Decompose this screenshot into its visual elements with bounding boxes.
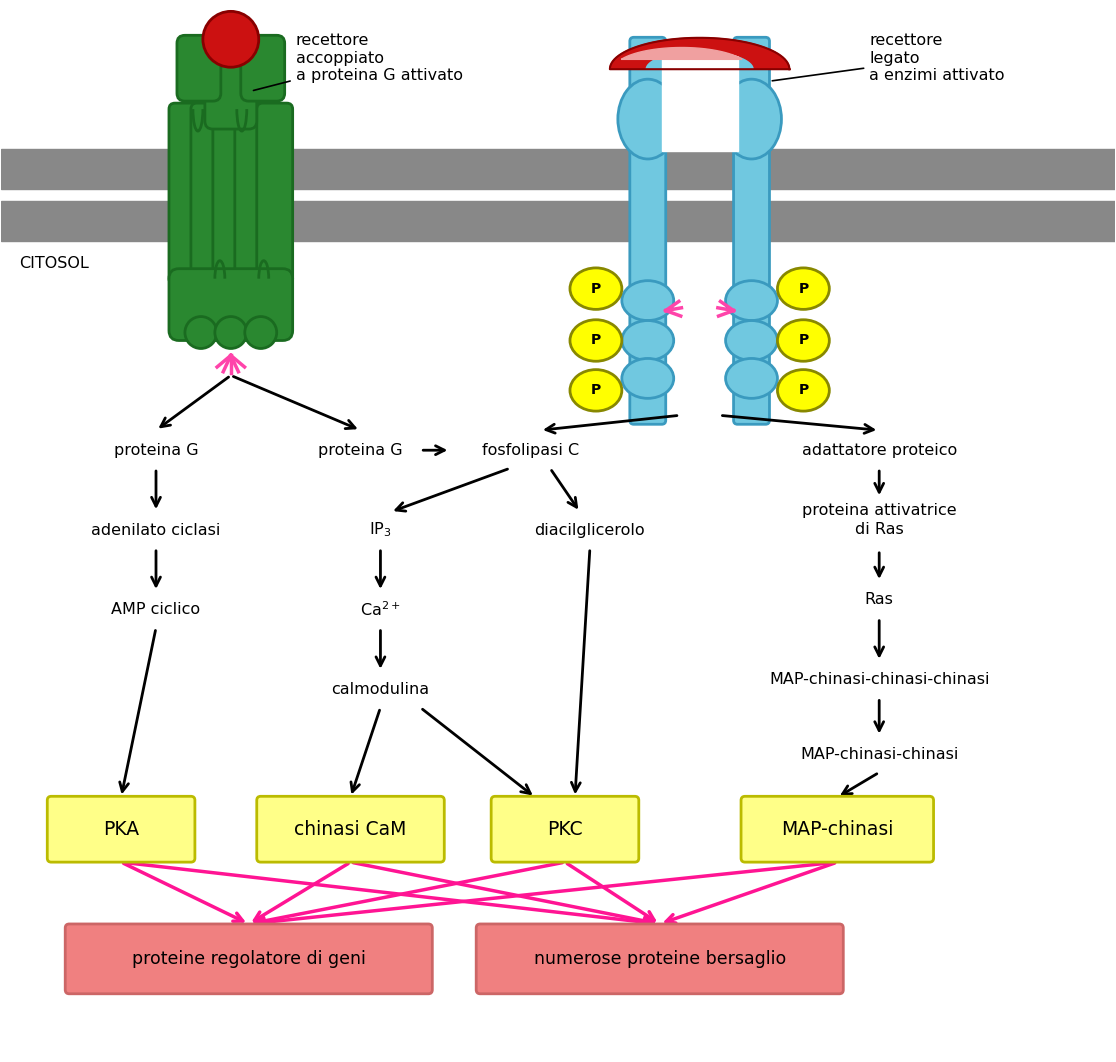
Bar: [1, 201, 1115, 241]
Circle shape: [185, 316, 217, 348]
Text: proteina attivatrice
di Ras: proteina attivatrice di Ras: [802, 502, 956, 537]
FancyBboxPatch shape: [491, 796, 638, 862]
Ellipse shape: [570, 268, 622, 309]
FancyBboxPatch shape: [65, 924, 432, 994]
FancyBboxPatch shape: [169, 103, 205, 285]
FancyBboxPatch shape: [234, 103, 271, 285]
Text: diacilglicerolo: diacilglicerolo: [535, 523, 645, 537]
FancyBboxPatch shape: [169, 269, 292, 341]
FancyBboxPatch shape: [177, 35, 221, 101]
Text: chinasi CaM: chinasi CaM: [295, 820, 406, 839]
FancyBboxPatch shape: [477, 924, 844, 994]
FancyBboxPatch shape: [733, 37, 769, 425]
Text: calmodulina: calmodulina: [331, 682, 430, 697]
FancyBboxPatch shape: [213, 103, 249, 285]
Text: P: P: [798, 333, 808, 347]
Text: PKC: PKC: [547, 820, 583, 839]
Text: Ras: Ras: [865, 593, 894, 607]
Text: AMP ciclico: AMP ciclico: [112, 602, 201, 617]
Circle shape: [203, 12, 259, 67]
FancyBboxPatch shape: [629, 37, 666, 425]
Ellipse shape: [778, 268, 829, 309]
Text: numerose proteine bersaglio: numerose proteine bersaglio: [533, 949, 786, 967]
Ellipse shape: [778, 320, 829, 361]
Text: recettore
accoppiato
a proteina G attivato: recettore accoppiato a proteina G attiva…: [253, 33, 463, 90]
Text: MAP-chinasi-chinasi: MAP-chinasi-chinasi: [800, 747, 959, 761]
Text: Ca$^{2+}$: Ca$^{2+}$: [360, 600, 401, 619]
Text: P: P: [590, 383, 602, 397]
Ellipse shape: [570, 370, 622, 411]
Text: PKA: PKA: [103, 820, 140, 839]
Ellipse shape: [725, 280, 778, 321]
Text: CITOSOL: CITOSOL: [19, 256, 89, 271]
Text: adenilato ciclasi: adenilato ciclasi: [92, 523, 221, 537]
Text: proteina G: proteina G: [318, 443, 403, 458]
Text: fosfolipasi C: fosfolipasi C: [481, 443, 578, 458]
FancyBboxPatch shape: [191, 103, 227, 285]
Circle shape: [244, 316, 277, 348]
Ellipse shape: [622, 280, 674, 321]
Polygon shape: [609, 38, 789, 69]
Ellipse shape: [778, 370, 829, 411]
Text: proteine regolatore di geni: proteine regolatore di geni: [132, 949, 366, 967]
Ellipse shape: [622, 321, 674, 360]
Ellipse shape: [618, 80, 677, 159]
Ellipse shape: [725, 321, 778, 360]
Text: recettore
legato
a enzimi attivato: recettore legato a enzimi attivato: [772, 33, 1004, 83]
FancyBboxPatch shape: [241, 35, 285, 101]
Bar: [1, 149, 1115, 189]
Text: P: P: [590, 333, 602, 347]
Ellipse shape: [622, 359, 674, 398]
Text: P: P: [798, 383, 808, 397]
Ellipse shape: [722, 80, 781, 159]
Ellipse shape: [725, 359, 778, 398]
Text: P: P: [798, 281, 808, 295]
FancyBboxPatch shape: [47, 796, 195, 862]
FancyBboxPatch shape: [257, 796, 444, 862]
FancyBboxPatch shape: [205, 53, 257, 130]
Text: P: P: [590, 281, 602, 295]
Text: proteina G: proteina G: [114, 443, 199, 458]
FancyBboxPatch shape: [257, 103, 292, 285]
Text: MAP-chinasi: MAP-chinasi: [781, 820, 894, 839]
Text: MAP-chinasi-chinasi-chinasi: MAP-chinasi-chinasi-chinasi: [769, 672, 990, 687]
Circle shape: [215, 316, 247, 348]
Bar: [662, 41, 738, 151]
Polygon shape: [622, 48, 742, 59]
Text: adattatore proteico: adattatore proteico: [801, 443, 956, 458]
Ellipse shape: [570, 320, 622, 361]
FancyBboxPatch shape: [741, 796, 934, 862]
Text: IP$_3$: IP$_3$: [369, 520, 392, 539]
